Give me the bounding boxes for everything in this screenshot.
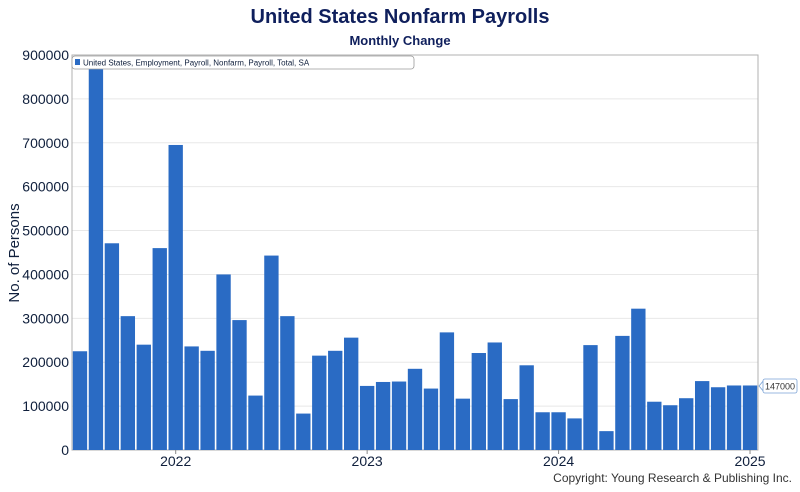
bar [312,355,327,450]
y-tick-label: 200000 [22,354,69,370]
legend: United States, Employment, Payroll, Nonf… [71,55,415,70]
bar [631,308,646,450]
bar [359,385,375,450]
bar [216,274,231,450]
x-tick-label: 2024 [543,453,574,469]
bar [583,345,598,450]
y-tick-label: 700000 [22,135,69,151]
bar [503,399,518,450]
bar [296,413,311,450]
bar [184,346,199,450]
legend-swatch [75,59,80,65]
bar [487,342,502,450]
bar [407,368,423,450]
x-axis: 2022 2023 2024 2025 [160,450,766,469]
bar [679,398,694,450]
copyright-text: Copyright: Young Research & Publishing I… [553,471,792,485]
bar [104,243,120,450]
callout-box [762,378,798,394]
last-value-callout: 147000 [758,378,798,394]
bar [280,316,295,450]
y-tick-label: 100000 [22,398,69,414]
y-tick-label: 500000 [22,223,69,239]
bar [344,337,359,450]
bar [152,248,167,450]
bar [168,144,183,450]
bar [439,332,455,450]
bar [423,388,439,450]
legend-label: United States, Employment, Payroll, Nonf… [83,59,310,68]
bar [710,387,726,450]
y-tick-label: 900000 [22,47,69,63]
callout-label: 147000 [765,382,795,392]
bar [567,418,582,450]
bar [328,350,343,450]
bar [455,398,471,450]
bar-series [72,69,758,450]
bar [375,381,391,450]
bar [551,412,566,450]
bar [726,385,742,450]
bar [519,365,534,450]
bar [232,320,247,450]
bar [663,405,678,450]
y-tick-label: 0 [61,442,69,458]
bar [120,316,136,450]
bar [615,335,630,450]
y-tick-label: 400000 [22,266,69,282]
y-tick-label: 600000 [22,179,69,195]
bar [72,351,88,450]
bar [471,353,486,450]
y-axis: 0 100000 200000 300000 400000 500000 600000 700… [22,47,69,458]
bar [391,381,407,450]
chart-title: United States Nonfarm Payrolls [250,6,550,28]
y-axis-title: No. of Persons [6,203,23,302]
bar [88,69,104,450]
x-tick-label: 2025 [734,453,765,469]
bar [647,401,662,450]
bar [742,385,758,450]
bar [694,381,710,450]
x-tick-label: 2022 [160,453,191,469]
chart-subtitle: Monthly Change [349,33,451,48]
bar [136,344,151,450]
bar [599,431,614,450]
y-tick-label: 800000 [22,91,69,107]
legend-box [71,55,415,70]
bar [535,412,550,450]
bar [264,255,279,450]
x-tick-label: 2023 [352,453,383,469]
bar [248,395,263,450]
bar [200,350,215,450]
y-tick-label: 300000 [22,310,69,326]
